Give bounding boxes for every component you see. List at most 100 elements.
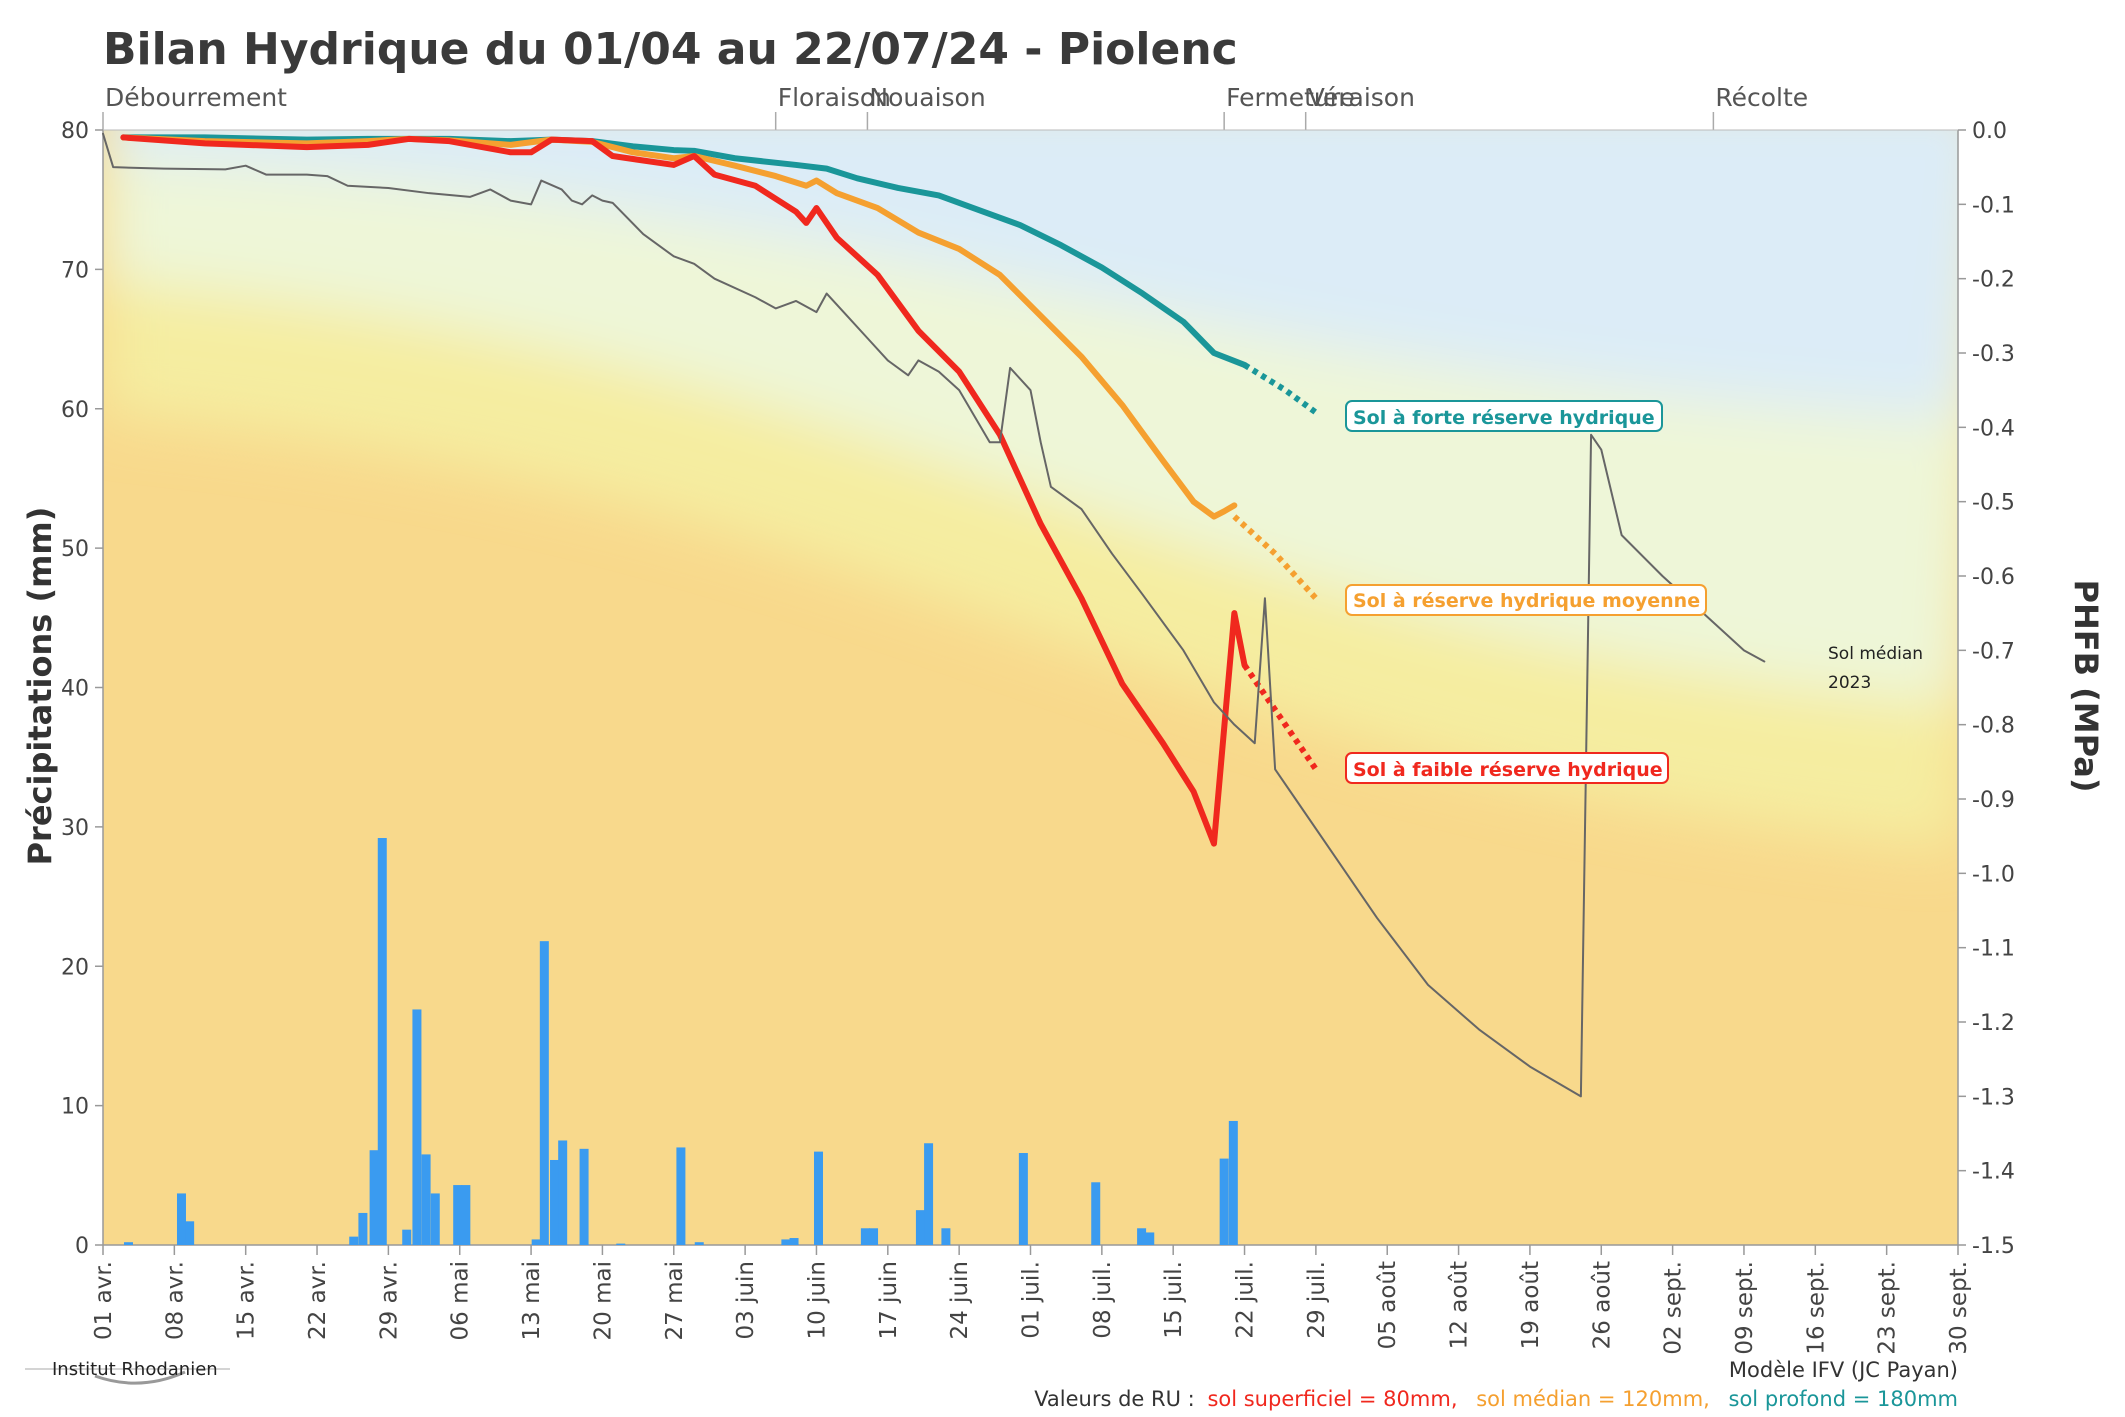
label-deep: Sol à forte réserve hydrique — [1353, 407, 1655, 429]
precipitation-bar — [402, 1229, 412, 1245]
stage-label: Floraison — [778, 83, 891, 112]
stage-label: Débourrement — [105, 83, 287, 112]
y2-tick-label: -0.2 — [1972, 268, 2015, 293]
precipitation-bar — [421, 1154, 431, 1245]
label-median-2023-line2: 2023 — [1828, 673, 1871, 693]
x-tick-label: 09 sept. — [1732, 1261, 1758, 1355]
x-tick-label: 03 juin — [733, 1261, 759, 1340]
precipitation-bar — [1018, 1153, 1028, 1245]
precipitation-bar — [558, 1140, 568, 1245]
y2-tick-label: -0.3 — [1972, 342, 2015, 367]
y-tick-label: 0 — [75, 1234, 89, 1259]
precipitation-bar — [539, 941, 549, 1245]
y2-axis-label: PHFB (MPa) — [2067, 580, 2105, 793]
precipitation-bar — [1219, 1158, 1229, 1245]
precipitation-bar — [550, 1159, 560, 1245]
x-tick-label: 30 sept. — [1946, 1261, 1972, 1355]
x-tick-label: 29 juil. — [1304, 1261, 1330, 1339]
x-tick-label: 17 juin — [876, 1261, 902, 1340]
x-tick-label: 08 avr. — [162, 1261, 188, 1340]
precipitation-bar — [924, 1143, 934, 1245]
precipitation-bar — [1137, 1228, 1147, 1245]
y2-tick-label: -0.7 — [1972, 639, 2015, 664]
y-tick-label: 70 — [61, 258, 89, 283]
x-tick-label: 26 août — [1589, 1261, 1615, 1349]
y2-tick-label: -0.9 — [1972, 788, 2015, 813]
y-tick-label: 80 — [61, 119, 89, 144]
stage-label: Récolte — [1715, 83, 1808, 112]
precipitation-bar — [349, 1236, 359, 1245]
y-tick-label: 10 — [61, 1095, 89, 1120]
ru-deep: sol profond = 180mm — [1729, 1387, 1958, 1411]
x-tick-label: 16 sept. — [1803, 1261, 1829, 1355]
x-tick-label: 27 mai — [662, 1261, 688, 1340]
precipitation-bars — [123, 838, 1238, 1245]
x-tick-label: 06 mai — [448, 1261, 474, 1340]
x-tick-label: 22 juil. — [1233, 1261, 1259, 1339]
x-tick-label: 10 juin — [804, 1261, 830, 1340]
series-forecast — [1242, 362, 1318, 415]
precipitation-bar — [430, 1193, 440, 1245]
y-tick-label: 30 — [61, 816, 89, 841]
y-tick-label: 60 — [61, 398, 89, 423]
stage-label: Véraison — [1308, 83, 1415, 112]
y2-tick-label: -0.5 — [1972, 491, 2015, 516]
y2-tick-label: -1.4 — [1972, 1160, 2015, 1185]
series-line — [102, 132, 1766, 1098]
precipitation-bar — [814, 1151, 823, 1245]
label-shallow: Sol à faible réserve hydrique — [1353, 759, 1663, 781]
axes: 0 10 20 30 40 50 60 70 80 0.0 -0.1 -0.2 -0.3 -0.4 -0.5… — [61, 119, 2015, 1355]
x-tick-label: 02 sept. — [1661, 1261, 1687, 1355]
y-tick-label: 50 — [61, 537, 89, 562]
chart-title: Bilan Hydrique du 01/04 au 22/07/24 - Pi… — [103, 24, 1238, 75]
precipitation-bar — [915, 1210, 925, 1245]
ru-values: Valeurs de RU : sol superficiel = 80mm, … — [1034, 1387, 1958, 1411]
x-tick-label: 22 avr. — [305, 1261, 331, 1340]
y-axis-label: Précipitations (mm) — [21, 507, 59, 866]
legend-labels: Sol à forte réserve hydrique Sol à réser… — [1345, 400, 1923, 784]
label-box-shallow — [1345, 752, 1669, 784]
y2-tick-label: 0.0 — [1972, 119, 2007, 144]
label-median-2023-line1: Sol médian — [1828, 644, 1923, 664]
y2-tick-label: -0.1 — [1972, 193, 2015, 218]
ru-medium: sol médian = 120mm, — [1476, 1387, 1710, 1411]
precipitation-bar — [1145, 1232, 1155, 1245]
x-tick-label: 12 août — [1447, 1261, 1473, 1349]
stage-label: Nouaison — [869, 83, 985, 112]
plot-background — [103, 130, 1958, 1245]
precipitation-bar — [694, 1242, 704, 1245]
precipitation-bar — [781, 1239, 791, 1245]
precipitation-bar — [676, 1147, 686, 1245]
precipitation-bar — [579, 1148, 589, 1245]
precipitation-bar — [453, 1185, 463, 1245]
x-tick-label: 29 avr. — [376, 1261, 402, 1340]
precipitation-bar — [616, 1243, 626, 1245]
series-lines — [102, 132, 1766, 1098]
precipitation-bar — [369, 1150, 379, 1245]
y2-tick-label: -1.2 — [1972, 1011, 2015, 1036]
precipitation-bar — [377, 838, 387, 1245]
y2-tick-label: -0.8 — [1972, 714, 2015, 739]
label-box-deep — [1345, 400, 1663, 432]
y-tick-label: 20 — [61, 955, 89, 980]
x-tick-label: 01 juil. — [1019, 1261, 1045, 1339]
x-tick-label: 23 sept. — [1875, 1261, 1901, 1355]
precipitation-bar — [176, 1193, 186, 1245]
precipitation-bar — [869, 1228, 879, 1245]
precipitation-bar — [1228, 1120, 1238, 1245]
precipitation-bar — [531, 1239, 541, 1245]
precipitation-bar — [789, 1238, 799, 1245]
precipitation-bar — [412, 1009, 422, 1245]
label-medium: Sol à réserve hydrique moyenne — [1353, 590, 1700, 612]
ru-shallow: sol superficiel = 80mm, — [1207, 1387, 1457, 1411]
series-line — [120, 134, 1248, 847]
x-tick-label: 05 août — [1375, 1261, 1401, 1349]
x-tick-label: 15 juil. — [1161, 1261, 1187, 1339]
y2-tick-label: -0.4 — [1972, 416, 2015, 441]
x-tick-label: 24 juin — [947, 1261, 973, 1340]
precipitation-bar — [123, 1242, 133, 1245]
y2-tick-label: -1.1 — [1972, 937, 2015, 962]
institute-name: Institut Rhodanien — [52, 1359, 218, 1380]
